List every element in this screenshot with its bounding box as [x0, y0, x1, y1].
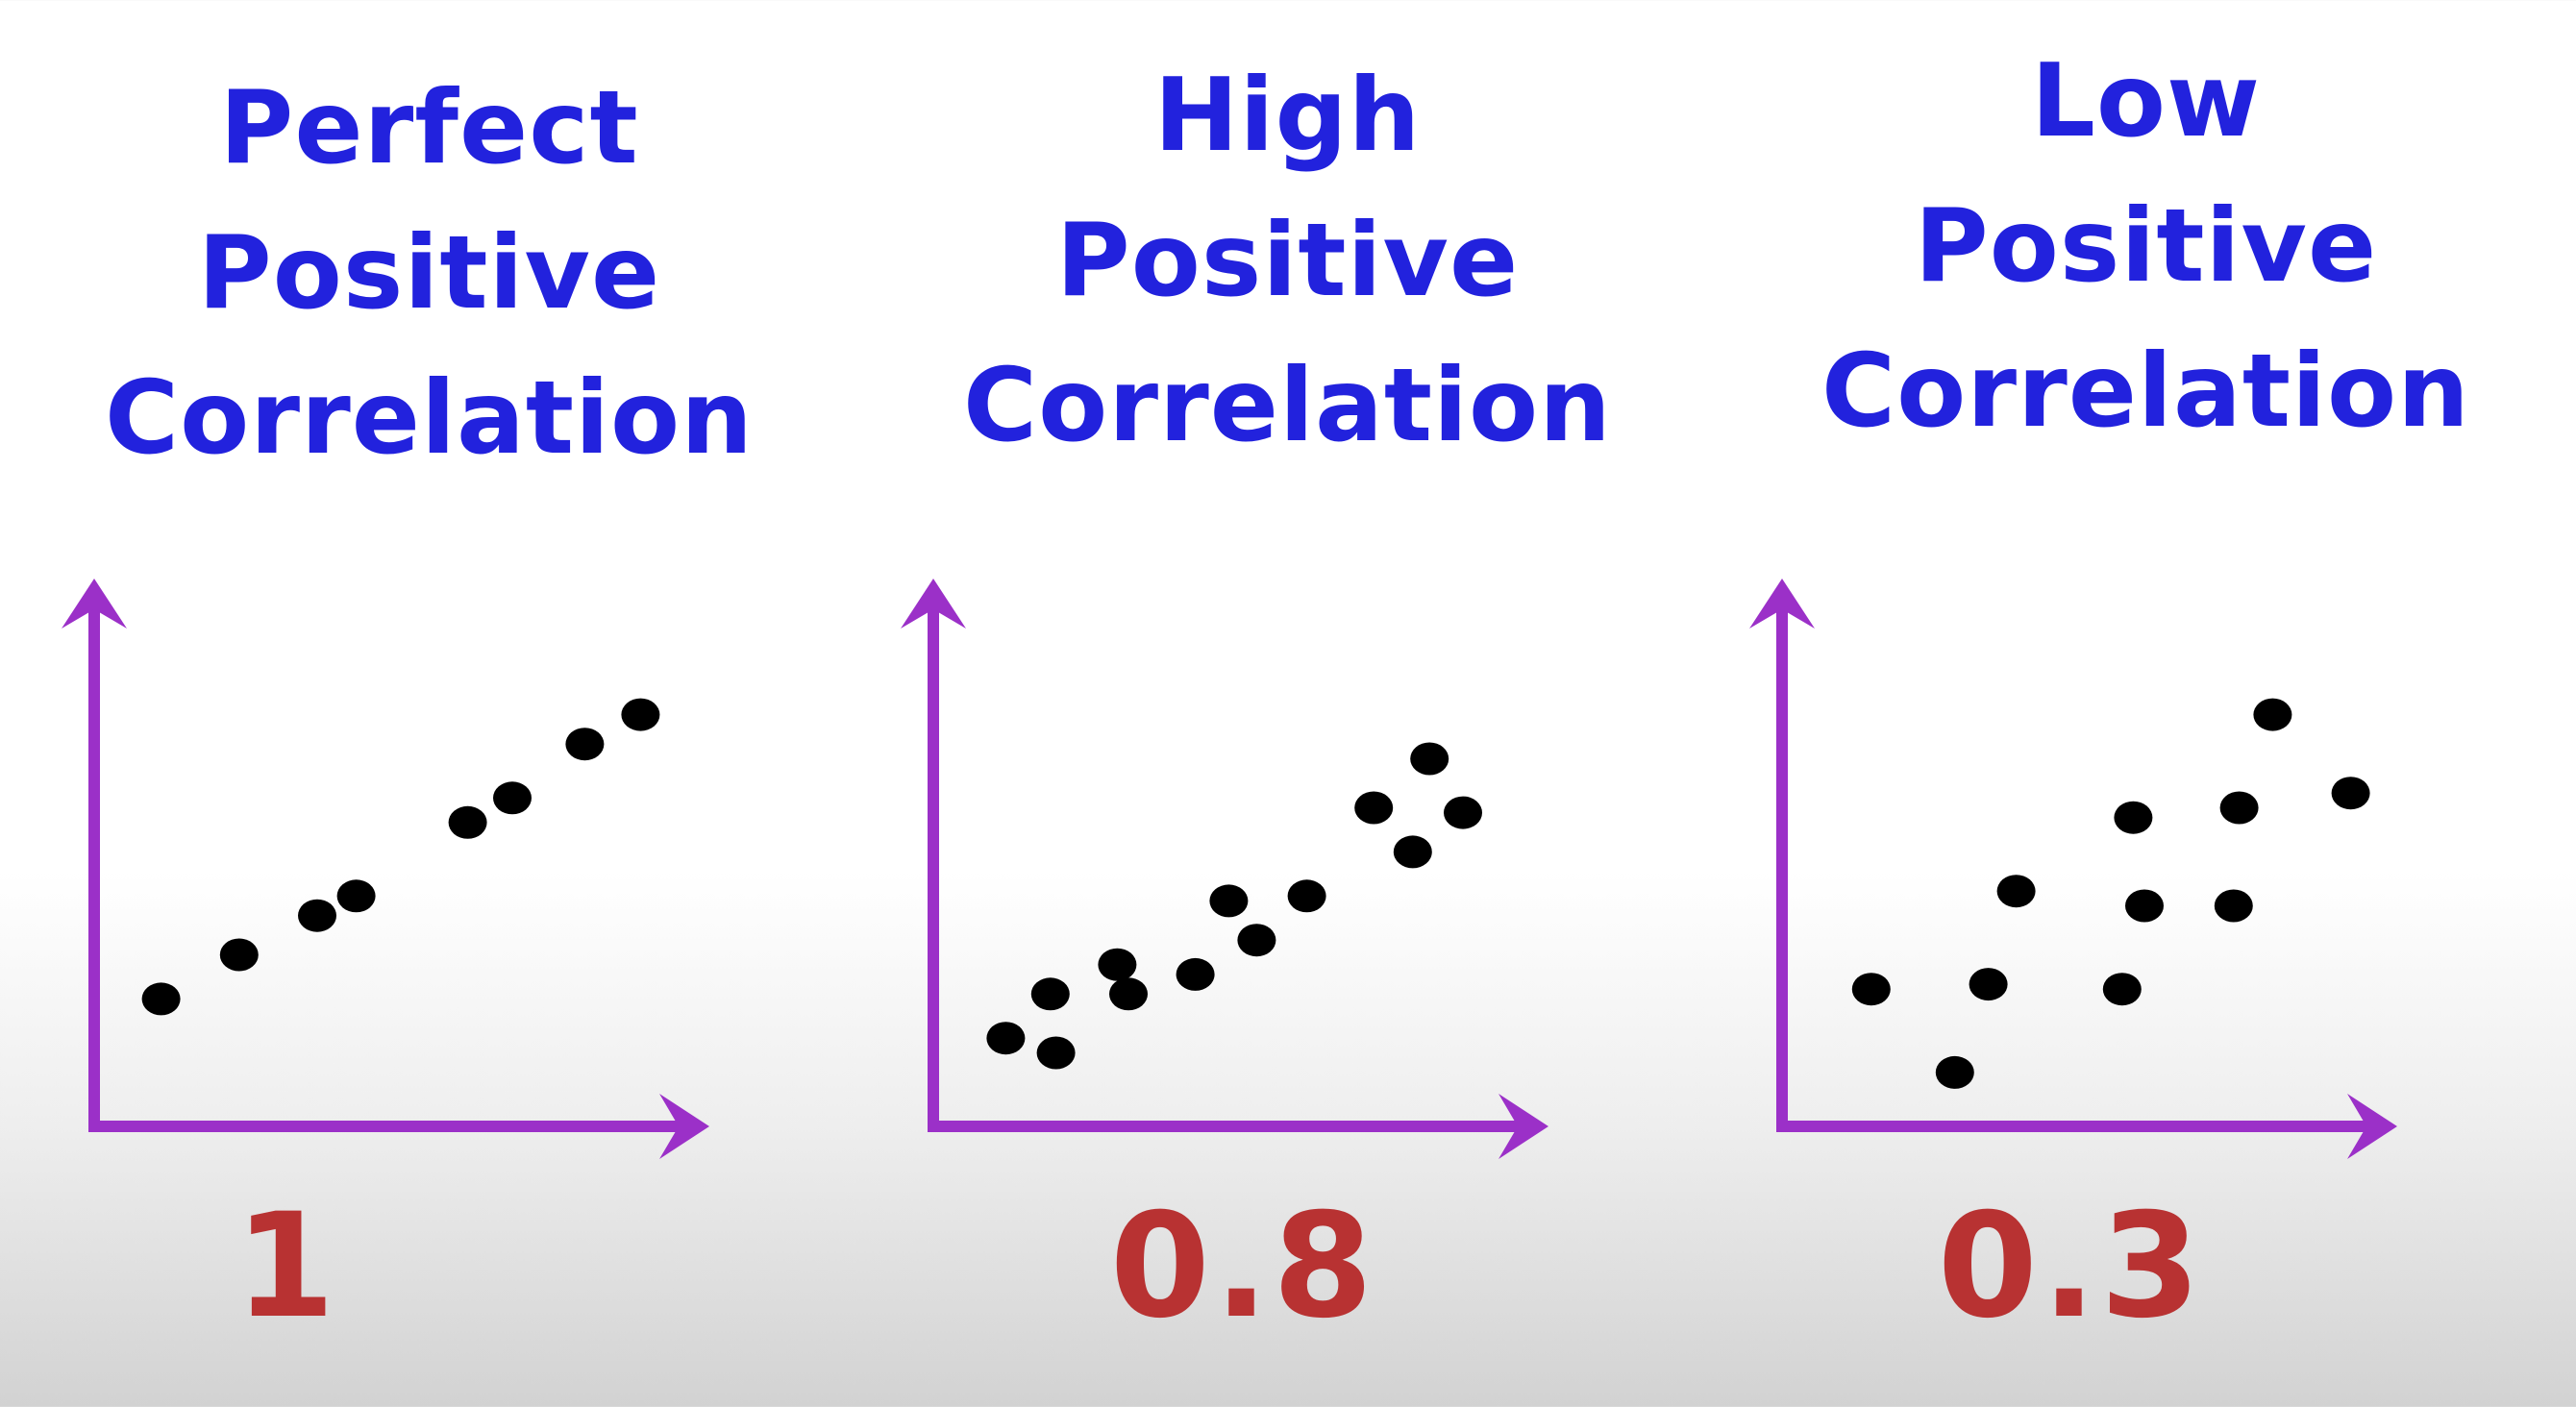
- correlation-coefficient: 0.8: [1109, 1183, 1377, 1350]
- data-point: [219, 938, 259, 972]
- data-point: [986, 1022, 1026, 1055]
- title-line: Positive: [197, 214, 661, 332]
- chart-panel-perfect: Perfect Positive Correlation 1: [0, 0, 858, 1407]
- data-point: [1209, 884, 1249, 918]
- chart-panel-high: High Positive Correlation 0.8: [858, 0, 1717, 1407]
- data-point: [1030, 977, 1070, 1011]
- data-point: [1036, 1036, 1076, 1070]
- data-point: [1109, 977, 1148, 1011]
- title-line: Correlation: [963, 347, 1612, 464]
- chart-title: High Positive Correlation: [858, 43, 1717, 479]
- data-point: [1354, 791, 1394, 825]
- title-line: Correlation: [105, 359, 754, 477]
- title-line: Correlation: [1821, 333, 2470, 450]
- data-point: [298, 899, 336, 932]
- correlation-coefficient: 0.3: [1937, 1183, 2205, 1350]
- data-point: [448, 805, 487, 839]
- y-axis-arrow: [901, 579, 966, 629]
- y-axis-arrow: [1749, 579, 1815, 629]
- title-line: Positive: [1055, 202, 1520, 319]
- x-axis-arrow: [659, 1094, 709, 1159]
- data-point: [141, 982, 181, 1016]
- data-point: [2125, 889, 2164, 923]
- chart-title: Perfect Positive Correlation: [0, 56, 858, 491]
- scatter-plot: [901, 579, 1548, 1159]
- data-point: [2253, 698, 2292, 731]
- chart-title: Low Positive Correlation: [1717, 29, 2575, 464]
- data-point: [1969, 968, 2008, 1001]
- title-line: Perfect: [219, 69, 639, 186]
- x-axis-arrow: [2347, 1094, 2397, 1159]
- data-point: [2114, 801, 2153, 834]
- scatter-plot: [62, 579, 709, 1159]
- data-point: [1098, 948, 1137, 981]
- scatter-plot: [1749, 579, 2397, 1159]
- data-point: [2219, 791, 2259, 825]
- data-point: [565, 728, 605, 761]
- data-point: [1237, 924, 1276, 957]
- data-point: [621, 698, 660, 731]
- data-point: [1444, 796, 1482, 829]
- data-point: [1935, 1055, 1974, 1089]
- title-line: Low: [2030, 42, 2262, 160]
- data-point: [2331, 777, 2370, 810]
- y-axis-arrow: [62, 579, 127, 629]
- chart-panel-low: Low Positive Correlation 0.3: [1717, 0, 2575, 1407]
- data-point: [336, 879, 376, 913]
- data-point: [1851, 973, 1891, 1006]
- data-point: [493, 781, 532, 815]
- x-axis-arrow: [1499, 1094, 1548, 1159]
- data-point: [1410, 742, 1449, 776]
- data-point: [2102, 973, 2142, 1006]
- title-line: Positive: [1914, 187, 2378, 305]
- title-line: High: [1153, 57, 1422, 174]
- data-point: [2214, 889, 2253, 923]
- data-point: [1996, 875, 2036, 908]
- data-point: [1393, 835, 1432, 869]
- data-point: [1176, 957, 1215, 991]
- data-point: [1287, 879, 1326, 913]
- correlation-coefficient: 1: [235, 1183, 339, 1350]
